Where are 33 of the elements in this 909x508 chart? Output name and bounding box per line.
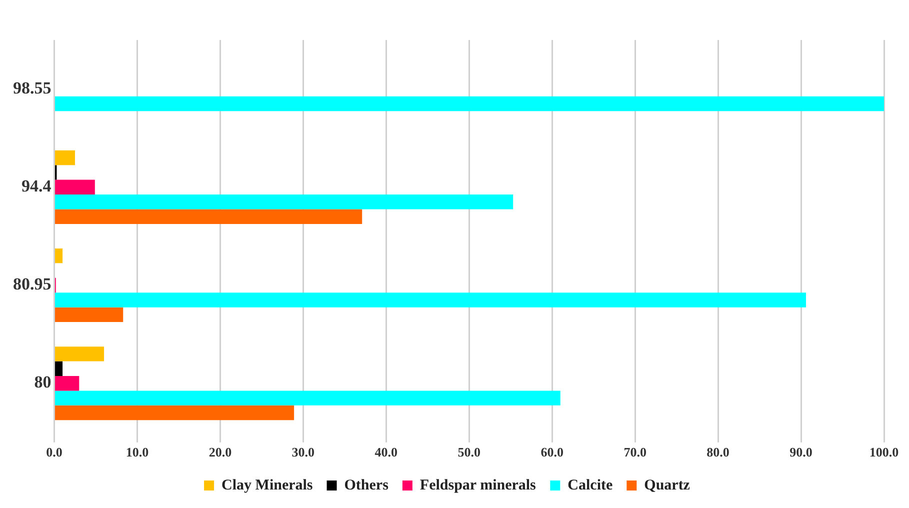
x-tick-label: 50.0: [458, 444, 480, 460]
legend-label: Calcite: [568, 477, 613, 494]
bar: [55, 390, 560, 406]
bar: [55, 346, 104, 362]
bar: [55, 376, 80, 391]
bar: [55, 209, 362, 224]
bar: [55, 194, 514, 210]
y-tick-label: 80.95: [13, 274, 52, 294]
x-tick-label: 0.0: [46, 444, 62, 460]
x-tick-label: 80.0: [706, 444, 730, 460]
x-tick-label: 60.0: [540, 444, 564, 460]
x-tick-label: 20.0: [208, 444, 232, 460]
x-tick-label: 10.0: [126, 444, 149, 460]
x-tick-label: 30.0: [292, 444, 315, 460]
bar: [55, 248, 63, 264]
x-tick-label: 70.0: [624, 444, 646, 460]
y-tick-label: 94.4: [22, 176, 52, 196]
legend-label: Quartz: [644, 477, 690, 494]
bar: [55, 361, 63, 376]
x-tick-label: 40.0: [374, 444, 398, 460]
bar: [55, 292, 806, 308]
bar: [55, 150, 75, 166]
y-tick-label: 98.55: [13, 78, 52, 98]
legend-label: Others: [344, 477, 389, 494]
bar: [55, 405, 294, 420]
bar: [55, 307, 124, 322]
x-tick-label: 90.0: [790, 444, 812, 460]
y-tick-label: 80: [34, 372, 52, 392]
bar: [55, 180, 95, 195]
legend-label: Feldspar minerals: [420, 477, 536, 494]
bar: [55, 96, 884, 112]
x-tick-label: 100.0: [869, 444, 899, 460]
legend-label: Clay Minerals: [222, 477, 313, 494]
